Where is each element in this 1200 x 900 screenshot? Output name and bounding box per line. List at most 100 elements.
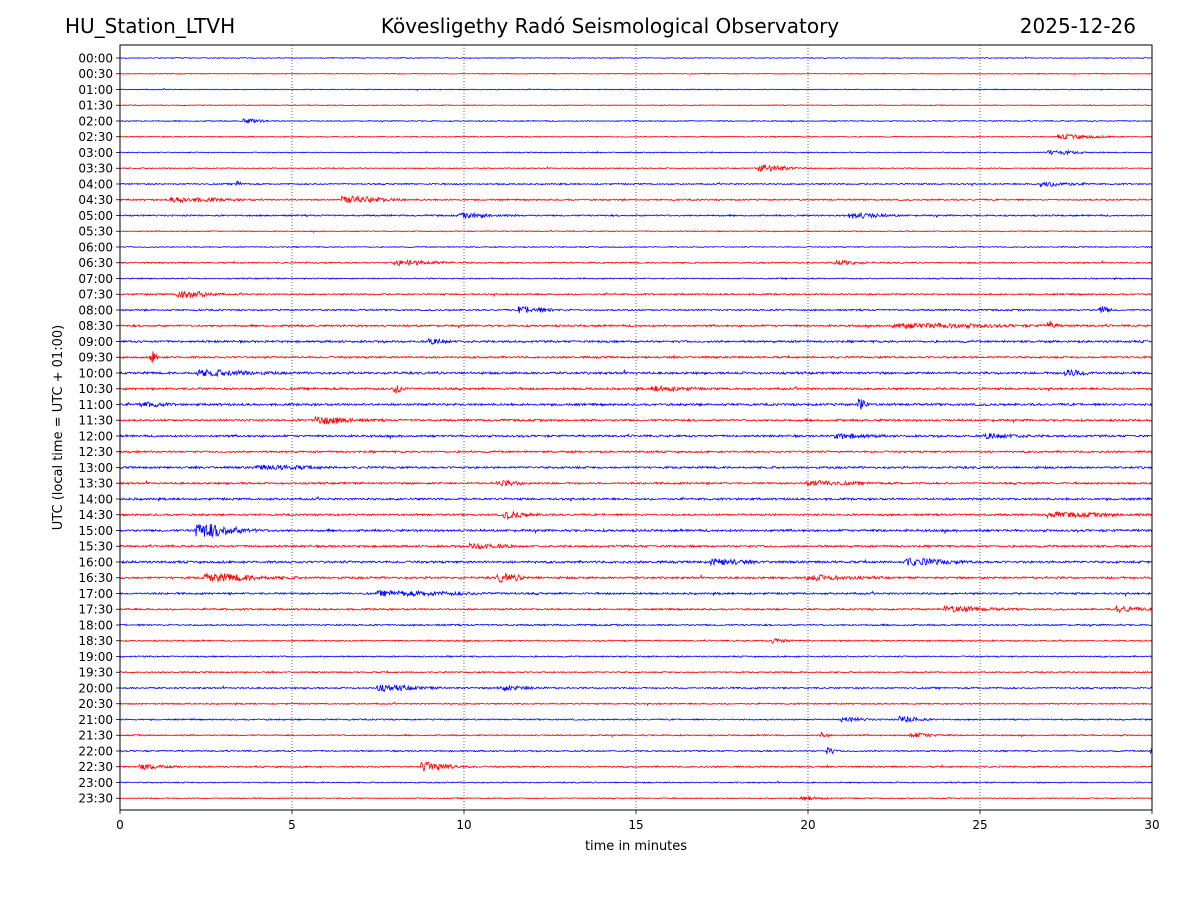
trace-0130	[119, 104, 1153, 107]
trace-2200	[119, 746, 1153, 755]
y-tick-label: 04:00	[78, 177, 113, 191]
y-tick-label: 18:00	[78, 618, 113, 632]
y-tick-label: 22:00	[78, 744, 113, 758]
trace-2230	[119, 761, 1153, 772]
trace-1430	[119, 510, 1153, 521]
trace-1530	[119, 541, 1153, 550]
y-tick-label: 09:30	[78, 351, 113, 365]
trace-1930	[119, 670, 1153, 674]
trace-0600	[119, 245, 1153, 249]
x-tick-label: 15	[628, 818, 643, 832]
y-tick-label: 15:00	[78, 524, 113, 538]
y-tick-label: 13:00	[78, 461, 113, 475]
trace-0300	[119, 149, 1153, 156]
trace-2300	[119, 780, 1153, 784]
trace-2030	[119, 701, 1153, 707]
y-tick-label: 23:00	[78, 776, 113, 790]
y-tick-label: 17:30	[78, 603, 113, 617]
y-tick-label: 20:00	[78, 681, 113, 695]
trace-1400	[119, 495, 1153, 503]
trace-1130	[119, 415, 1153, 425]
y-tick-label: 14:00	[78, 492, 113, 506]
y-tick-label: 11:00	[78, 398, 113, 412]
trace-0230	[119, 133, 1153, 141]
trace-2000	[119, 683, 1153, 693]
trace-0000	[119, 56, 1153, 60]
y-tick-label: 09:00	[78, 335, 113, 349]
trace-0400	[119, 180, 1153, 188]
y-tick-label: 12:30	[78, 445, 113, 459]
y-tick-label: 20:30	[78, 697, 113, 711]
trace-2330	[119, 795, 1153, 802]
y-tick-label: 00:30	[78, 67, 113, 81]
y-tick-label: 00:00	[78, 51, 113, 65]
y-tick-label: 07:00	[78, 272, 113, 286]
trace-1030	[119, 384, 1153, 394]
y-axis-label: UTC (local time = UTC + 01:00)	[51, 325, 66, 530]
x-tick-label: 0	[116, 818, 124, 832]
trace-1300	[119, 464, 1153, 471]
x-tick-label: 5	[288, 818, 296, 832]
station-name: HU_Station_LTVH	[65, 14, 236, 38]
y-tick-label: 19:00	[78, 650, 113, 664]
trace-2100	[119, 715, 1153, 724]
trace-0900	[119, 337, 1153, 345]
trace-1100	[119, 398, 1153, 410]
trace-0430	[119, 194, 1153, 204]
y-tick-label: 17:00	[78, 587, 113, 601]
trace-1200	[119, 432, 1153, 440]
trace-0030	[119, 72, 1153, 76]
y-tick-label: 05:30	[78, 225, 113, 239]
y-tick-label: 06:30	[78, 256, 113, 270]
y-tick-label: 13:30	[78, 477, 113, 491]
y-tick-label: 12:00	[78, 429, 113, 443]
x-tick-label: 20	[800, 818, 815, 832]
trace-2130	[119, 731, 1153, 739]
y-tick-label: 16:30	[78, 571, 113, 585]
y-tick-label: 05:00	[78, 209, 113, 223]
y-tick-label: 01:00	[78, 83, 113, 97]
x-tick-label: 10	[456, 818, 471, 832]
trace-0100	[119, 88, 1153, 92]
y-tick-label: 18:30	[78, 634, 113, 648]
x-axis-label: time in minutes	[585, 839, 687, 854]
y-tick-label: 03:00	[78, 146, 113, 160]
trace-1600	[119, 557, 1153, 567]
y-tick-label: 03:30	[78, 162, 113, 176]
trace-0700	[119, 277, 1153, 281]
trace-1800	[119, 623, 1153, 628]
y-tick-label: 02:30	[78, 130, 113, 144]
trace-1900	[119, 654, 1153, 659]
y-tick-label: 10:30	[78, 382, 113, 396]
y-tick-label: 19:30	[78, 666, 113, 680]
y-tick-label: 04:30	[78, 193, 113, 207]
trace-0930	[119, 351, 1153, 363]
trace-1330	[119, 479, 1153, 487]
y-tick-label: 08:30	[78, 319, 113, 333]
chart-date: 2025-12-26	[1019, 14, 1136, 38]
trace-0800	[119, 306, 1153, 314]
y-tick-label: 06:00	[78, 240, 113, 254]
chart-title: Kövesligethy Radó Seismological Observat…	[380, 14, 840, 38]
y-tick-label: 21:30	[78, 729, 113, 743]
y-tick-label: 21:00	[78, 713, 113, 727]
y-tick-label: 15:30	[78, 540, 113, 554]
y-tick-label: 16:00	[78, 555, 113, 569]
trace-0500	[119, 211, 1153, 220]
y-tick-label: 01:30	[78, 99, 113, 113]
trace-0200	[119, 118, 1153, 124]
trace-0630	[119, 259, 1153, 267]
y-tick-label: 23:30	[78, 792, 113, 806]
x-tick-label: 30	[1144, 818, 1159, 832]
trace-1230	[119, 449, 1153, 454]
y-tick-label: 22:30	[78, 760, 113, 774]
trace-1630	[119, 572, 1153, 584]
trace-0330	[119, 164, 1153, 173]
trace-1000	[119, 368, 1153, 378]
trace-1730	[119, 604, 1153, 614]
trace-0730	[119, 290, 1153, 299]
x-tick-label: 25	[972, 818, 987, 832]
trace-1830	[119, 638, 1153, 644]
y-tick-label: 08:00	[78, 303, 113, 317]
